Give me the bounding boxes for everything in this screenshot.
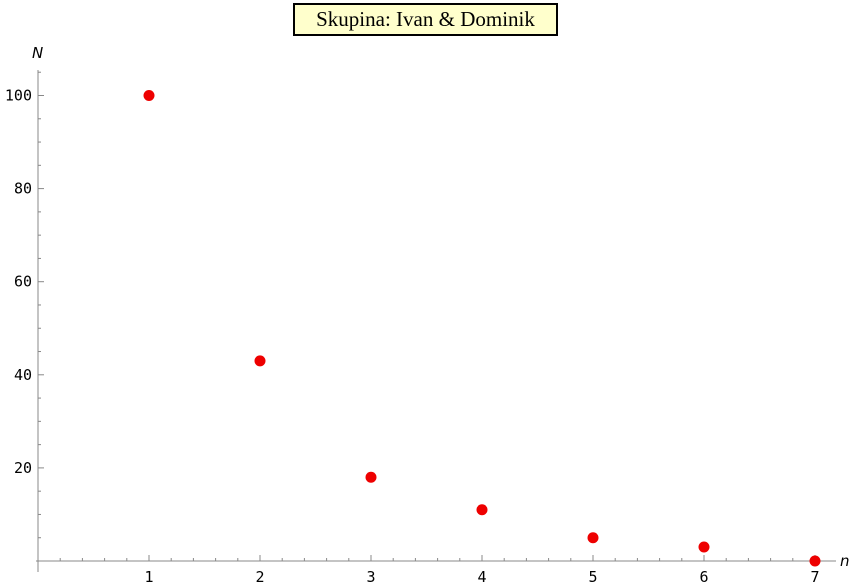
axes — [36, 70, 836, 572]
x-tick-label: 1 — [144, 568, 153, 583]
y-tick-label: 40 — [14, 366, 32, 384]
x-axis-label: n — [840, 552, 850, 570]
x-tick-label: 6 — [699, 568, 708, 583]
data-point — [365, 471, 377, 483]
chart-title: Skupina: Ivan & Dominik — [293, 3, 558, 36]
y-tick-label: 80 — [14, 180, 32, 198]
data-point — [254, 355, 266, 367]
ticks: 1 2 3 4 5 6 7 20 40 60 80 100 — [5, 71, 820, 583]
data-point — [809, 555, 821, 567]
data-points — [143, 90, 821, 567]
y-axis-label: N — [32, 44, 43, 62]
x-tick-label: 2 — [255, 568, 264, 583]
x-tick-label: 3 — [366, 568, 375, 583]
chart-title-text: Skupina: Ivan & Dominik — [316, 7, 535, 31]
data-point — [143, 90, 155, 101]
x-tick-label: 4 — [477, 568, 486, 583]
y-tick-label: 100 — [5, 87, 32, 105]
x-tick-label: 7 — [810, 568, 819, 583]
y-tick-label: 20 — [14, 459, 32, 477]
data-point — [476, 504, 488, 516]
data-point — [587, 532, 599, 544]
y-tick-label: 60 — [14, 273, 32, 291]
data-point — [698, 541, 710, 553]
x-tick-label: 5 — [588, 568, 597, 583]
